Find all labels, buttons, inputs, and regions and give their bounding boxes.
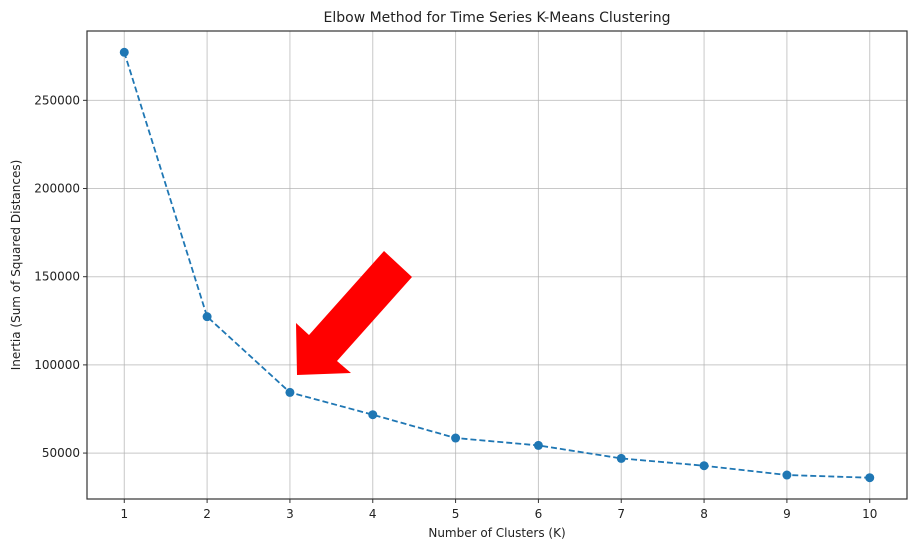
x-tick-label: 6 (535, 507, 543, 521)
chart-title: Elbow Method for Time Series K-Means Clu… (324, 10, 671, 26)
x-ticks: 1 2 3 4 5 6 7 8 9 10 (120, 499, 877, 521)
data-point (119, 47, 129, 57)
data-point (451, 433, 461, 443)
y-tick-label: 150000 (34, 270, 80, 284)
x-tick-label: 1 (120, 507, 128, 521)
plot-frame (86, 30, 908, 500)
x-tick-label: 2 (203, 507, 211, 521)
series-line (123, 52, 870, 479)
data-point (782, 470, 792, 480)
grid (87, 31, 907, 499)
y-tick-label: 100000 (34, 358, 80, 372)
data-point (699, 461, 709, 471)
x-tick-label: 5 (452, 507, 460, 521)
data-point (202, 312, 212, 322)
data-point (285, 387, 295, 397)
y-ticks: 50000 100000 150000 200000 250000 (34, 93, 87, 460)
data-point (865, 473, 875, 483)
x-tick-label: 8 (700, 507, 708, 521)
y-tick-label: 200000 (34, 182, 80, 196)
x-tick-label: 4 (369, 507, 377, 521)
data-point (533, 440, 543, 450)
x-tick-label: 9 (783, 507, 791, 521)
x-tick-label: 10 (862, 507, 877, 521)
x-tick-label: 7 (617, 507, 625, 521)
x-tick-label: 3 (286, 507, 294, 521)
red-arrow-annotation (296, 251, 412, 375)
series (119, 47, 875, 483)
data-point (616, 453, 626, 463)
y-tick-label: 50000 (42, 446, 80, 460)
y-tick-label: 250000 (34, 93, 80, 107)
y-axis-label: Inertia (Sum of Squared Distances) (9, 160, 23, 371)
data-point (368, 410, 378, 420)
x-axis-label: Number of Clusters (K) (428, 526, 565, 540)
